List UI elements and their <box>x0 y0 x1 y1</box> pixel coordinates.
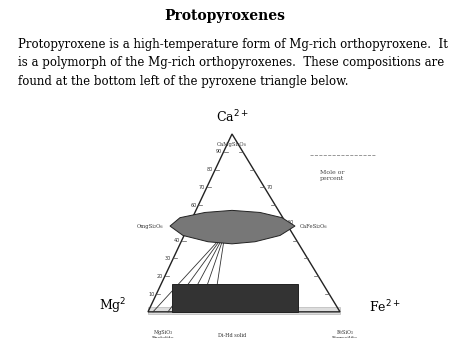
Text: 70: 70 <box>266 185 273 190</box>
Text: OmgSi₂O₆: OmgSi₂O₆ <box>136 223 163 228</box>
Text: 60: 60 <box>190 203 196 208</box>
Text: CaMgSi₂O₆: CaMgSi₂O₆ <box>217 142 247 147</box>
Text: Protopyroxene is a high-temperature form of Mg-rich orthopyroxene.  It
is a poly: Protopyroxene is a high-temperature form… <box>18 38 448 88</box>
Text: Fe$^{2+}$: Fe$^{2+}$ <box>369 298 401 315</box>
Text: Protopyroxenes: Protopyroxenes <box>165 9 285 23</box>
Text: Mole or
percent: Mole or percent <box>320 170 344 181</box>
Text: 50: 50 <box>182 220 188 225</box>
Text: MgSiO₃
Enstatite: MgSiO₃ Enstatite <box>152 330 174 338</box>
Text: 40: 40 <box>173 238 180 243</box>
Text: 90: 90 <box>216 149 221 154</box>
Text: 10: 10 <box>148 292 154 296</box>
Text: 50: 50 <box>288 220 294 225</box>
Text: CaFeSi₂O₆: CaFeSi₂O₆ <box>300 223 328 228</box>
Text: 80: 80 <box>207 167 213 172</box>
Text: 30: 30 <box>165 256 171 261</box>
Text: Di-Hd solid
solution: Di-Hd solid solution <box>218 333 246 338</box>
Polygon shape <box>148 307 340 314</box>
Text: 70: 70 <box>198 185 205 190</box>
Polygon shape <box>170 210 295 244</box>
Polygon shape <box>172 284 298 312</box>
Text: FeSiO₃
Ferrosilite
Fs: FeSiO₃ Ferrosilite Fs <box>332 330 358 338</box>
Text: 20: 20 <box>157 274 163 279</box>
Text: Ca$^{2+}$: Ca$^{2+}$ <box>216 109 248 126</box>
Text: Mg$^{2}$: Mg$^{2}$ <box>99 297 127 316</box>
